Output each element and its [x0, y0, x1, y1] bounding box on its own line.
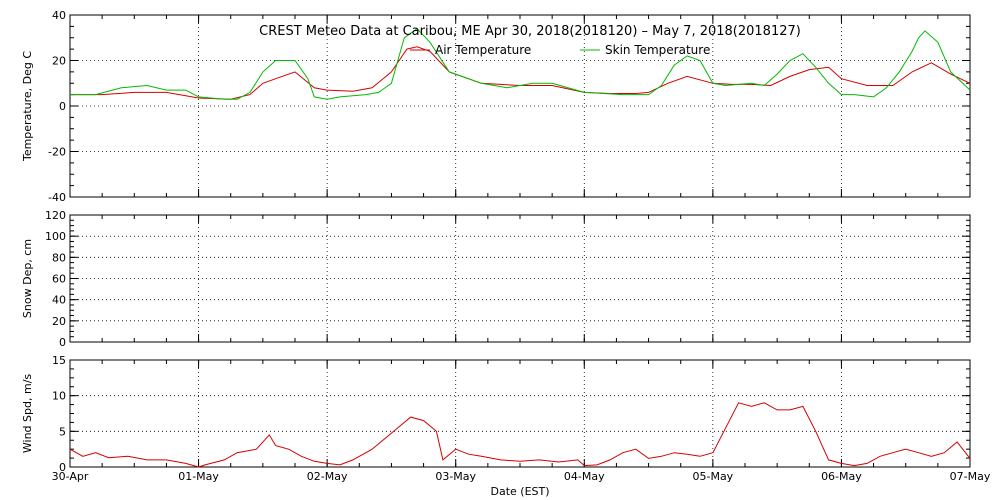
- series-line-temperature-0: [70, 46, 971, 100]
- y-tick-label: 20: [52, 315, 66, 328]
- y-tick-label: -20: [48, 146, 66, 159]
- panel-frame: [69, 359, 971, 468]
- panel-snow: 0 20 40 60 80 100 120 Snow Dep, cm: [21, 209, 971, 349]
- panel-frame: [69, 214, 971, 343]
- y-axis-label: Snow Dep, cm: [21, 239, 34, 318]
- x-tick-label: 06-May: [821, 470, 862, 483]
- x-tick-label: 03-May: [435, 470, 476, 483]
- x-tick-label: 01-May: [178, 470, 219, 483]
- y-tick-label: 120: [45, 209, 66, 222]
- panel-temperature: -40 -20 0 20 40 Temperature, Deg C: [21, 9, 971, 204]
- panel-frame: [69, 14, 971, 198]
- y-tick-label: 40: [52, 9, 66, 22]
- y-tick-label: 100: [45, 230, 66, 243]
- y-tick-label: 15: [52, 354, 66, 367]
- y-tick-label: 5: [59, 425, 66, 438]
- y-tick-label: 0: [59, 100, 66, 113]
- legend: Air Temperature Skin Temperature: [410, 43, 710, 57]
- series-line-wind-0: [69, 402, 971, 468]
- legend-entry: Air Temperature: [435, 43, 531, 57]
- panels-layer: -40 -20 0 20 40 Temperature, Deg C 0 20 40 60 80 10…: [21, 9, 991, 483]
- y-tick-label: 80: [52, 251, 66, 264]
- y-tick-label: 0: [59, 461, 66, 474]
- x-axis-label: Date (EST): [490, 485, 549, 498]
- series-line-temperature-1: [70, 28, 971, 100]
- y-tick-label: 10: [52, 390, 66, 403]
- panel-wind: 0 5 10 15 Wind Spd, m/s: [21, 354, 971, 474]
- x-tick-label: 02-May: [307, 470, 348, 483]
- y-tick-label: 40: [52, 294, 66, 307]
- x-tick-label: 05-May: [692, 470, 733, 483]
- y-tick-label: 0: [59, 336, 66, 349]
- y-axis-label: Wind Spd, m/s: [21, 374, 34, 454]
- chart-title: CREST Meteo Data at Caribou, ME Apr 30, …: [259, 24, 801, 39]
- x-tick-label: 30-Apr: [52, 470, 89, 483]
- y-axis-label: Temperature, Deg C: [21, 51, 34, 162]
- legend-entry: Skin Temperature: [605, 43, 710, 57]
- y-tick-label: -40: [48, 191, 66, 204]
- y-tick-label: 20: [52, 55, 66, 68]
- y-tick-label: 60: [52, 273, 66, 286]
- x-tick-label: 04-May: [564, 470, 605, 483]
- x-tick-label: 07-May: [950, 470, 991, 483]
